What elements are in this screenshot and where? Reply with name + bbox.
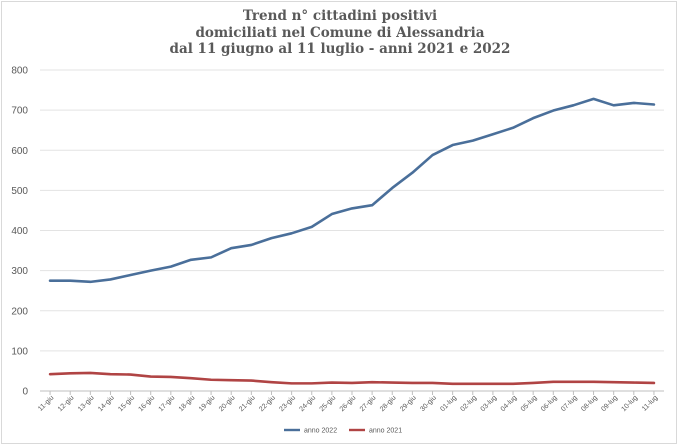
x-tick-label-29-giu: 29-giu: [399, 394, 418, 413]
legend-label-anno-2022: anno 2022: [304, 428, 337, 435]
x-tick-label-12-giu: 12-giu: [57, 394, 76, 413]
chart-title-line-2: domiciliati nel Comune di Alessandria: [195, 24, 485, 41]
x-tick-label-01-lug: 01-lug: [439, 394, 458, 413]
x-tick-label-22-giu: 22-giu: [258, 394, 277, 413]
x-tick-label-15-giu: 15-giu: [117, 394, 136, 413]
x-tick-label-06-lug: 06-lug: [540, 394, 559, 413]
series-lines: [48, 97, 656, 386]
x-tick-label-27-giu: 27-giu: [359, 394, 378, 413]
y-tick-label-100: 100: [11, 346, 28, 357]
x-tick-label-18-giu: 18-giu: [178, 394, 197, 413]
x-tick-label-07-lug: 07-lug: [560, 394, 579, 413]
y-tick-label-300: 300: [11, 266, 28, 277]
y-tick-label-200: 200: [11, 306, 28, 317]
x-tick-label-08-lug: 08-lug: [580, 394, 599, 413]
x-tick-label-25-giu: 25-giu: [319, 394, 338, 413]
x-tick-label-14-giu: 14-giu: [97, 394, 116, 413]
y-tick-label-500: 500: [11, 186, 28, 197]
x-tick-label-16-giu: 16-giu: [137, 394, 156, 413]
x-tick-label-23-giu: 23-giu: [278, 394, 297, 413]
y-tick-label-700: 700: [11, 106, 28, 117]
series-line-anno-2021: [48, 371, 656, 386]
legend-label-anno-2021: anno 2021: [369, 428, 402, 435]
x-axis-ticks: 11-giu 12-giu 13-giu 14-giu 15-giu 16-giu 17-g…: [37, 391, 659, 413]
y-tick-label-0: 0: [22, 387, 28, 398]
chart-title: Trend n° cittadini positivi domiciliati …: [0, 8, 680, 58]
x-tick-label-13-giu: 13-giu: [77, 394, 96, 413]
x-tick-label-05-lug: 05-lug: [520, 394, 539, 413]
x-tick-label-04-lug: 04-lug: [500, 394, 519, 413]
y-tick-label-600: 600: [11, 146, 28, 157]
chart-title-line-1: Trend n° cittadini positivi: [242, 8, 438, 24]
x-tick-label-28-giu: 28-giu: [379, 394, 398, 413]
y-tick-label-400: 400: [11, 226, 28, 237]
x-tick-label-11-lug: 11-lug: [641, 394, 659, 412]
x-tick-label-02-lug: 02-lug: [459, 394, 478, 413]
x-tick-label-21-giu: 21-giu: [238, 394, 257, 413]
y-axis-ticks: 0 100 200 300 400 500 600 700 800: [11, 66, 28, 398]
x-tick-label-26-giu: 26-giu: [339, 394, 358, 413]
x-tick-label-09-lug: 09-lug: [600, 394, 619, 413]
gridlines: [40, 69, 664, 392]
series-line-anno-2022: [48, 97, 656, 284]
x-tick-label-19-giu: 19-giu: [198, 394, 217, 413]
x-tick-label-17-giu: 17-giu: [158, 394, 177, 413]
x-tick-label-11-giu: 11-giu: [37, 394, 55, 412]
x-tick-label-20-giu: 20-giu: [218, 394, 237, 413]
chart-title-line-3: dal 11 giugno al 11 luglio - anni 2021 e…: [169, 41, 511, 57]
y-tick-label-800: 800: [11, 66, 28, 77]
legend: anno 2022 anno 2021: [284, 428, 402, 435]
x-tick-label-30-giu: 30-giu: [419, 394, 438, 413]
x-tick-label-03-lug: 03-lug: [480, 394, 499, 413]
x-tick-label-10-lug: 10-lug: [621, 394, 640, 413]
x-tick-label-24-giu: 24-giu: [298, 394, 317, 413]
